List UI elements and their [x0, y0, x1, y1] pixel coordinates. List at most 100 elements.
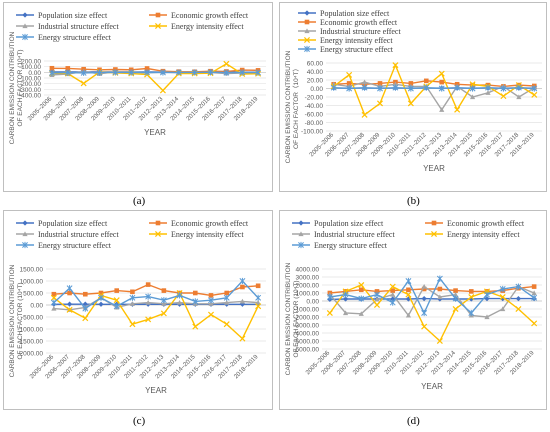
data-point: [531, 91, 538, 98]
data-point: [421, 309, 428, 317]
legend-marker: [431, 220, 437, 226]
data-point: [144, 66, 150, 71]
data-point: [223, 321, 230, 328]
legend-marker: [22, 12, 28, 18]
data-point: [129, 301, 136, 306]
data-point: [96, 69, 103, 76]
legend-label: Energy structure effect: [314, 241, 388, 250]
data-point: [192, 323, 199, 330]
data-point: [374, 291, 380, 298]
data-point: [129, 294, 136, 301]
chart-panel-c: Population size effect Economic growth ef…: [3, 210, 273, 410]
series-line: [53, 296, 259, 311]
data-point: [500, 85, 507, 92]
data-point: [436, 275, 443, 282]
data-point: [407, 100, 414, 107]
legend-marker: [298, 220, 304, 226]
series-line: [53, 279, 259, 310]
data-point: [361, 79, 368, 85]
data-point: [130, 289, 135, 295]
data-point: [326, 309, 333, 317]
y-tick-label: -6000.00: [293, 347, 319, 354]
data-point: [438, 70, 445, 77]
chart-panel-d: Population size effect Economic growth ef…: [279, 210, 547, 410]
y-tick-label: -200.00: [19, 81, 41, 88]
data-point: [421, 286, 427, 292]
legend-marker: [154, 230, 162, 238]
series-line: [329, 285, 535, 294]
data-point: [223, 69, 230, 76]
data-point: [82, 291, 88, 297]
legend-label: Population size effect: [38, 219, 108, 228]
y-tick-label: 0.00: [28, 70, 41, 77]
data-point: [484, 314, 490, 320]
x-axis: 2005–20062006–20072007–20082008–20092009…: [28, 353, 260, 380]
legend-label: Energy intensity effect: [171, 22, 244, 31]
data-point: [405, 296, 412, 302]
x-axis-title: YEAR: [421, 382, 443, 391]
data-point: [485, 90, 491, 95]
data-point: [223, 60, 230, 67]
data-point: [326, 293, 333, 301]
data-point: [346, 85, 353, 92]
data-point: [515, 283, 522, 290]
data-point: [51, 291, 57, 297]
y-tick-label: -5000.00: [293, 339, 319, 346]
legend-label: Industrial structure effect: [38, 22, 119, 31]
y-tick-label: 100.00: [21, 64, 41, 71]
series-energy: [50, 277, 262, 312]
data-point: [176, 292, 183, 299]
legend-marker: [298, 231, 304, 237]
legend-marker: [22, 220, 28, 226]
x-axis: 2005–20062006–20072007–20082008–20092009…: [308, 131, 536, 158]
y-tick-label: 1000.00: [20, 279, 44, 286]
chart-panel-a: Population size effect Economic growth ef…: [3, 2, 273, 192]
data-point: [377, 81, 383, 86]
data-point: [500, 93, 507, 100]
data-point: [515, 305, 522, 313]
y-tick-label: -60.00: [305, 112, 324, 119]
data-point: [160, 297, 167, 304]
legend-label: Economic growth effect: [171, 219, 249, 228]
data-point: [358, 287, 364, 293]
y-tick-label: -400.00: [19, 93, 41, 100]
data-point: [51, 306, 57, 311]
data-point: [159, 87, 166, 94]
y-tick-label: -100.00: [301, 129, 323, 136]
data-point: [389, 299, 396, 306]
data-point: [66, 306, 73, 313]
data-point: [65, 66, 71, 71]
y-axis: 1500.00 1000.00 500.00 0.00 -500.00 -1000.00 -…: [17, 267, 266, 358]
caption-c: (c): [133, 415, 146, 427]
legend: Population size effect Economic growth ef…: [292, 219, 525, 250]
y-tick-label: 0.00: [30, 303, 43, 310]
data-point: [454, 84, 461, 91]
data-point: [239, 298, 246, 304]
data-point: [374, 296, 380, 302]
data-point: [500, 306, 506, 312]
series-line: [333, 81, 535, 112]
data-point: [361, 111, 368, 118]
legend-label: Energy structure effect: [38, 33, 112, 42]
x-axis-title: YEAR: [145, 386, 167, 395]
data-point: [499, 293, 506, 301]
data-point: [113, 303, 120, 310]
data-point: [484, 296, 490, 302]
data-point: [98, 290, 104, 296]
data-point: [113, 297, 120, 304]
data-point: [452, 295, 459, 302]
data-point: [438, 85, 445, 92]
data-point: [114, 288, 120, 293]
caption-a: (a): [133, 195, 146, 207]
data-point: [436, 337, 443, 345]
data-point: [98, 301, 104, 307]
data-point: [255, 300, 261, 305]
data-point: [82, 305, 89, 312]
data-point: [161, 288, 167, 293]
data-point: [452, 305, 459, 313]
y-tick-label: 200.00: [21, 59, 41, 66]
data-point: [342, 310, 349, 316]
y-tick-label: 1500.00: [20, 267, 44, 274]
data-point: [66, 285, 73, 292]
data-point: [439, 107, 445, 112]
